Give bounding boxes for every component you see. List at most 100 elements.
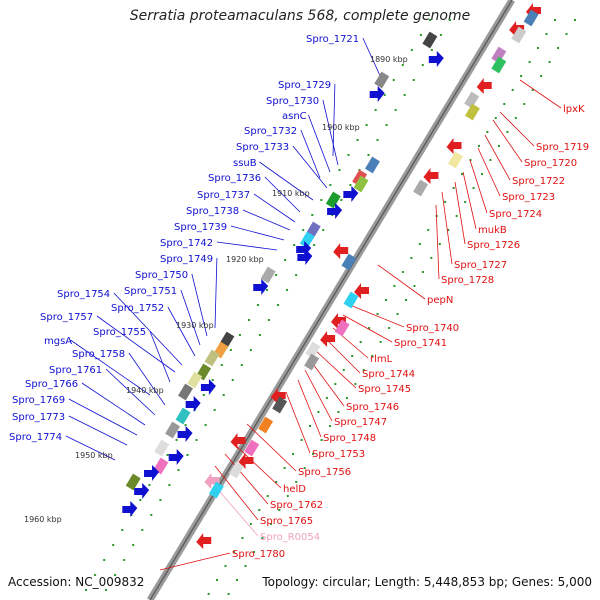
- tick-dot: [410, 49, 413, 51]
- tick-dot: [302, 229, 305, 231]
- tick-dot: [258, 334, 261, 336]
- tick-dot: [430, 257, 433, 259]
- tick-dot: [269, 523, 272, 525]
- tick-dot: [412, 79, 415, 81]
- tick-dot: [184, 424, 187, 426]
- tick-dot: [506, 131, 509, 133]
- plus-gene-arrow: [122, 501, 138, 517]
- plus-gene-arrow: [168, 449, 184, 465]
- leader-line-plus: [230, 225, 285, 241]
- gene-label-plus: Spro_1752: [111, 303, 164, 314]
- topology-text: Topology: circular; Length: 5,448,853 bp…: [262, 575, 592, 589]
- tick-dot: [284, 259, 287, 261]
- tick-dot: [489, 159, 492, 161]
- plus-gene-box: [374, 71, 390, 89]
- tick-dot: [232, 551, 235, 553]
- gene-label-plus: Spro_1737: [197, 190, 250, 201]
- scale-label: 1950 kbp: [75, 451, 113, 460]
- tick-dot: [166, 454, 169, 456]
- minus-gene-box: [244, 439, 260, 457]
- leader-line-plus: [253, 193, 296, 223]
- tick-dot: [494, 117, 497, 119]
- tick-dot: [94, 574, 97, 576]
- tick-dot: [275, 481, 278, 483]
- tick-dot: [312, 453, 315, 455]
- tick-dot: [249, 523, 252, 525]
- tick-dot: [528, 61, 531, 63]
- gene-label-minus: Spro_1746: [346, 402, 399, 413]
- leader-line-plus: [68, 415, 128, 446]
- minus-gene-box: [491, 46, 507, 64]
- plus-gene-arrow: [200, 379, 216, 395]
- minus-gene-box: [334, 319, 350, 337]
- minus-gene-box: [343, 291, 359, 309]
- gene-label-plus: Spro_1739: [174, 222, 227, 233]
- tick-dot: [240, 364, 243, 366]
- leader-line-minus: [246, 423, 297, 472]
- tick-dot: [338, 169, 341, 171]
- tick-dot: [472, 187, 475, 189]
- scale-label: 1900 kbp: [322, 123, 360, 132]
- scale-label: 1890 kbp: [370, 55, 408, 64]
- tick-dot: [238, 334, 241, 336]
- tick-dot: [123, 559, 126, 561]
- tick-dot: [464, 201, 467, 203]
- gene-label-minus: Spro_1726: [467, 240, 520, 251]
- gene-label-plus: Spro_1758: [72, 349, 125, 360]
- plus-gene-arrow: [185, 396, 201, 412]
- tick-dot: [565, 33, 568, 35]
- tick-dot: [261, 537, 264, 539]
- gene-label-plus: Spro_1751: [124, 286, 177, 297]
- tick-dot: [367, 154, 370, 156]
- tick-dot: [428, 19, 431, 21]
- leader-line-minus: [377, 264, 426, 300]
- plus-gene-arrow: [327, 203, 343, 219]
- minus-gene-box: [208, 481, 224, 499]
- minus-gene-arrow: [333, 243, 349, 259]
- minus-gene-box: [464, 103, 480, 121]
- tick-dot: [438, 243, 441, 245]
- leader-line-plus: [259, 161, 314, 201]
- leader-line-minus: [314, 349, 357, 389]
- tick-dot: [229, 349, 232, 351]
- scale-label: 1910 kbp: [272, 189, 310, 198]
- tick-dot: [427, 229, 430, 231]
- plus-gene-arrow: [296, 241, 312, 257]
- tick-dot: [347, 154, 350, 156]
- plus-gene-arrow: [343, 186, 359, 202]
- gene-label-plus: Spro_1750: [135, 270, 188, 281]
- gene-label-minus: Spro_1780: [232, 549, 285, 560]
- minus-gene-box: [272, 396, 288, 414]
- tick-dot: [252, 551, 255, 553]
- tick-dot: [334, 383, 337, 385]
- tick-dot: [121, 529, 124, 531]
- leader-line-plus: [308, 114, 331, 173]
- leader-line-minus: [231, 441, 282, 489]
- tick-dot: [148, 484, 151, 486]
- gene-label-plus: asnC: [282, 111, 307, 122]
- gene-label-minus: Spro_1724: [489, 209, 542, 220]
- minus-gene-box: [228, 461, 244, 479]
- tick-dot: [455, 215, 458, 217]
- tick-dot: [477, 145, 480, 147]
- gene-label-minus: Spro_1748: [323, 433, 376, 444]
- tick-dot: [213, 409, 216, 411]
- tick-dot: [421, 271, 424, 273]
- backbone-core: [149, 0, 513, 600]
- tick-dot: [211, 379, 214, 381]
- leader-line-plus: [81, 382, 146, 426]
- plus-gene-box: [125, 473, 141, 491]
- plus-gene-box: [175, 407, 191, 425]
- tick-dot: [222, 394, 225, 396]
- tick-dot: [320, 439, 323, 441]
- gene-label-minus: mukB: [478, 225, 507, 236]
- gene-label-minus: Spro_1741: [394, 338, 447, 349]
- gene-label-minus: Spro_1753: [312, 449, 365, 460]
- tick-dot: [286, 289, 289, 291]
- leader-line-minus: [324, 337, 361, 374]
- tick-dot: [177, 469, 180, 471]
- plus-gene-box: [178, 383, 193, 401]
- gene-label-minus: Spro_1747: [334, 417, 387, 428]
- tick-dot: [573, 19, 576, 21]
